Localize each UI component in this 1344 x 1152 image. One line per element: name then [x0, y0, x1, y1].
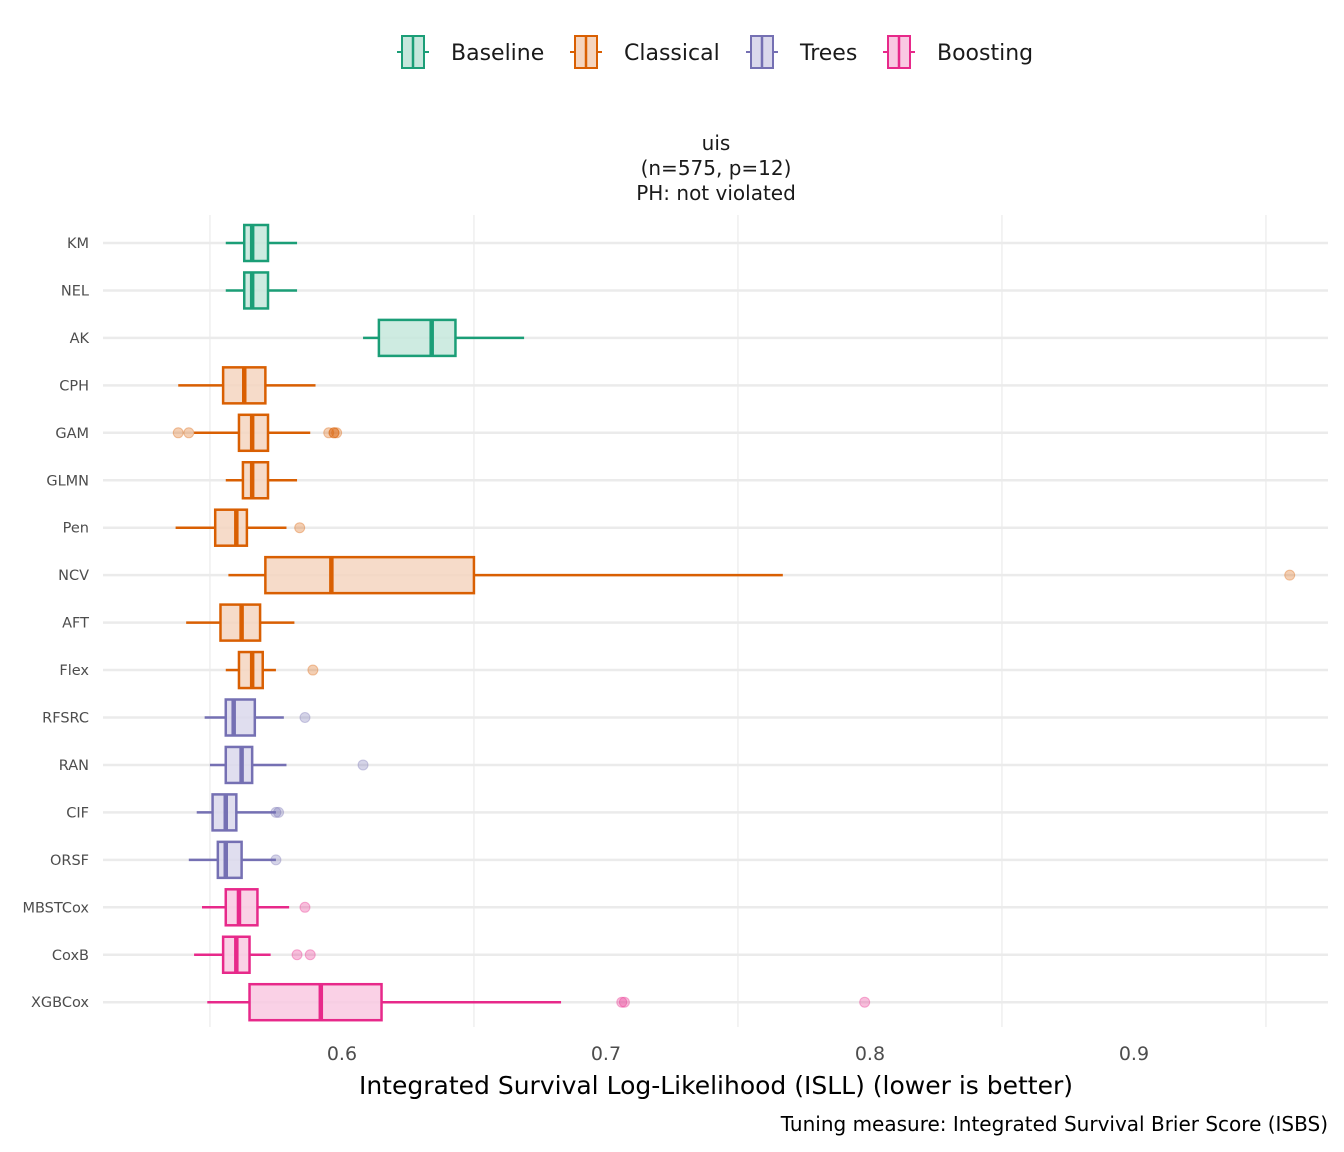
- outlier-point: [273, 806, 285, 818]
- box-mbstcox: [202, 888, 311, 927]
- legend-key-boosting: [883, 35, 915, 69]
- y-tick-label: CPH: [59, 378, 89, 394]
- legend-key-baseline: [397, 35, 429, 69]
- y-axis-labels: KM NEL AK CPH GAM GLMN Pen NCV AFT Flex RFSRC RAN CI…: [22, 236, 89, 1011]
- box-ran: [209, 745, 369, 785]
- iqr-box: [264, 555, 476, 595]
- y-tick-label: NEL: [61, 283, 89, 299]
- chart-title: uis (n=575, p=12) PH: not violated: [636, 131, 796, 205]
- outlier-point: [323, 427, 335, 439]
- outlier-point: [331, 427, 343, 439]
- box-coxb: [194, 935, 316, 974]
- box-rfsrc: [204, 698, 311, 737]
- y-tick-label: AK: [70, 331, 90, 347]
- outlier-point: [304, 949, 316, 961]
- iqr-box: [242, 223, 270, 263]
- title-dimensions: (n=575, p=12): [641, 156, 792, 180]
- legend-label: Boosting: [937, 41, 1033, 66]
- box-aft: [186, 603, 295, 642]
- iqr-box: [242, 271, 270, 310]
- legend-key-trees: [746, 35, 778, 69]
- y-tick-label: MBSTCox: [22, 900, 89, 916]
- legend-item-baseline: Baseline: [397, 35, 544, 69]
- outlier-point: [618, 996, 630, 1008]
- outlier-point: [294, 522, 306, 534]
- grid: [103, 215, 1328, 1027]
- x-axis-title: Integrated Survival Log-Likelihood (ISLL…: [359, 1071, 1073, 1100]
- iqr-box: [377, 318, 457, 358]
- x-tick-label: 0.7: [591, 1043, 621, 1065]
- outlier-point: [859, 996, 871, 1008]
- box-ak: [363, 318, 525, 358]
- title-dataset: uis: [702, 131, 731, 155]
- box-nel: [225, 271, 298, 310]
- legend-item-boosting: Boosting: [883, 35, 1033, 69]
- x-tick-label: 0.8: [855, 1043, 885, 1065]
- y-tick-label: RAN: [59, 758, 89, 774]
- outlier-point: [357, 759, 369, 771]
- box-xgbcox: [207, 982, 871, 1022]
- title-ph-status: PH: not violated: [636, 181, 796, 205]
- box-cph: [178, 366, 316, 405]
- legend-item-trees: Trees: [746, 35, 857, 69]
- outlier-point: [291, 949, 303, 961]
- box-glmn: [225, 461, 298, 500]
- outlier-point: [307, 664, 319, 676]
- box-km: [225, 223, 298, 263]
- y-tick-label: NCV: [58, 568, 89, 584]
- iqr-box: [241, 461, 270, 500]
- iqr-box: [224, 745, 254, 785]
- outlier-point: [328, 427, 340, 439]
- outlier-point: [1284, 569, 1296, 581]
- box-ncv: [228, 555, 1296, 595]
- outlier-point: [299, 712, 311, 723]
- iqr-box: [248, 982, 383, 1022]
- iqr-box: [213, 508, 249, 547]
- y-tick-label: KM: [67, 236, 89, 252]
- y-tick-label: GLMN: [46, 473, 89, 489]
- box-cif: [196, 793, 285, 832]
- box-flex: [225, 650, 319, 690]
- legend-label: Baseline: [451, 41, 544, 66]
- legend-label: Trees: [799, 41, 857, 66]
- x-tick-label: 0.6: [327, 1043, 357, 1065]
- y-tick-label: GAM: [55, 426, 89, 442]
- box-orsf: [188, 840, 282, 880]
- y-tick-label: Flex: [59, 663, 89, 679]
- box-gam: [172, 413, 343, 453]
- y-tick-label: XGBCox: [31, 995, 89, 1011]
- y-tick-label: RFSRC: [42, 711, 89, 727]
- x-tick-label: 0.9: [1119, 1043, 1149, 1065]
- outlier-point: [299, 901, 311, 913]
- y-tick-label: ORSF: [50, 853, 89, 869]
- y-tick-label: Pen: [63, 521, 89, 537]
- legend: Baseline Classical Trees Boosting: [397, 35, 1033, 69]
- iqr-box: [224, 698, 257, 737]
- outlier-point: [270, 806, 282, 818]
- y-tick-label: CoxB: [52, 948, 89, 964]
- iqr-box: [216, 840, 243, 880]
- outlier-point: [270, 854, 282, 866]
- legend-label: Classical: [624, 41, 720, 66]
- y-tick-label: AFT: [62, 616, 89, 632]
- y-tick-label: CIF: [66, 805, 89, 821]
- legend-key-classical: [570, 35, 602, 69]
- box-pen: [175, 508, 306, 547]
- legend-item-classical: Classical: [570, 35, 720, 69]
- outlier-point: [616, 996, 628, 1008]
- outlier-point: [183, 427, 195, 439]
- x-axis-labels: 0.6 0.7 0.8 0.9: [327, 1043, 1149, 1065]
- outlier-point: [328, 427, 340, 439]
- outlier-point: [172, 427, 184, 439]
- iqr-box: [224, 888, 259, 927]
- caption: Tuning measure: Integrated Survival Brie…: [780, 1112, 1328, 1136]
- boxes: [172, 223, 1296, 1022]
